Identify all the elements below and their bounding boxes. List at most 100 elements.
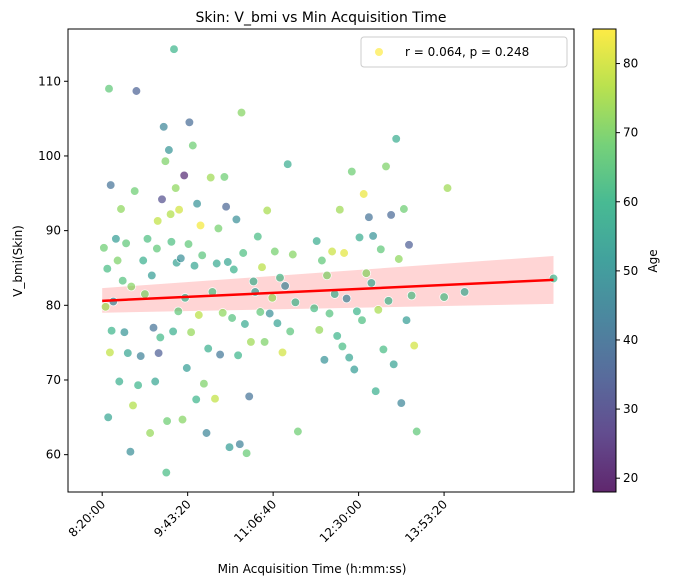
- data-point: [391, 134, 401, 144]
- data-point: [231, 214, 242, 225]
- data-point: [267, 293, 277, 303]
- data-point: [344, 352, 354, 363]
- data-point: [352, 306, 362, 316]
- data-point: [162, 416, 172, 426]
- data-point: [169, 44, 179, 54]
- data-point: [368, 231, 378, 241]
- data-point: [394, 254, 404, 264]
- data-point: [147, 270, 157, 281]
- data-point: [161, 467, 171, 478]
- data-point: [277, 347, 288, 358]
- data-point: [171, 183, 181, 193]
- data-point: [227, 313, 237, 323]
- data-point: [442, 183, 453, 193]
- data-point: [548, 273, 559, 284]
- data-point: [197, 250, 207, 260]
- colorbar-tick-label: 50: [623, 264, 638, 278]
- data-point: [112, 255, 123, 266]
- data-point: [312, 236, 322, 246]
- data-point: [159, 122, 169, 132]
- data-point: [404, 240, 414, 250]
- data-point: [218, 308, 228, 318]
- data-point: [371, 386, 381, 396]
- colorbar-tick-label: 80: [623, 57, 638, 71]
- data-point: [319, 355, 330, 365]
- regression-line: [102, 278, 554, 303]
- data-point: [288, 249, 298, 260]
- data-point: [118, 276, 128, 286]
- data-point: [138, 255, 148, 266]
- data-point: [174, 205, 184, 215]
- data-point: [215, 349, 225, 360]
- data-point: [114, 376, 124, 387]
- data-point: [354, 232, 365, 243]
- data-point: [347, 166, 357, 177]
- data-point: [125, 447, 136, 457]
- data-point: [103, 412, 113, 422]
- data-point: [106, 180, 116, 190]
- data-point: [106, 326, 117, 336]
- colorbar-ticks: 20 30 40 50 60 70 80: [616, 57, 638, 485]
- y-tick-label: 80: [46, 298, 61, 312]
- data-point: [257, 262, 267, 272]
- data-point: [219, 172, 230, 182]
- data-point: [136, 351, 146, 361]
- x-tick-label: 11:06:40: [231, 497, 279, 545]
- data-point: [361, 268, 371, 278]
- x-axis-label: Min Acquisition Time (h:mm:ss): [218, 562, 407, 576]
- data-point: [150, 376, 160, 387]
- data-point: [131, 86, 142, 96]
- data-point: [133, 380, 143, 390]
- data-point: [265, 308, 275, 319]
- colorbar: 20 30 40 50 60 70 80 Age: [592, 28, 660, 493]
- data-point: [238, 248, 248, 258]
- data-point: [244, 391, 254, 402]
- data-point: [280, 281, 290, 291]
- data-point: [459, 287, 470, 297]
- data-point: [270, 246, 280, 257]
- data-point: [262, 205, 272, 216]
- x-tick-label: 9:43:20: [151, 497, 194, 540]
- data-point: [104, 84, 114, 94]
- data-point: [283, 159, 293, 169]
- y-tick-label: 100: [38, 149, 61, 163]
- y-tick-label: 60: [46, 448, 61, 462]
- colorbar-frame: [592, 28, 617, 493]
- data-point: [255, 307, 265, 317]
- data-point: [383, 296, 394, 306]
- data-point: [246, 337, 256, 347]
- data-point: [324, 308, 335, 319]
- data-point: [213, 223, 224, 234]
- data-point: [349, 364, 359, 375]
- data-point: [186, 327, 196, 337]
- data-point: [165, 209, 176, 219]
- colorbar-tick-label: 20: [623, 471, 638, 485]
- colorbar-tick-label: 30: [623, 402, 638, 416]
- data-point: [285, 326, 295, 337]
- data-point: [179, 170, 189, 181]
- data-point: [229, 264, 239, 275]
- data-point: [322, 270, 332, 281]
- data-point: [236, 107, 247, 118]
- data-point: [389, 359, 399, 369]
- data-point: [121, 238, 131, 248]
- data-point: [199, 379, 209, 389]
- data-point: [401, 315, 412, 325]
- data-point: [176, 253, 186, 263]
- data-point: [357, 315, 367, 325]
- data-point: [224, 442, 235, 452]
- data-point: [166, 237, 177, 247]
- data-point: [145, 428, 155, 438]
- data-point: [195, 220, 206, 231]
- data-point: [184, 117, 195, 127]
- data-point: [152, 243, 162, 254]
- data-point: [221, 202, 231, 212]
- data-point: [235, 439, 245, 449]
- data-point: [99, 243, 109, 253]
- data-point: [177, 414, 188, 425]
- data-point: [100, 302, 111, 312]
- data-point: [409, 340, 419, 351]
- data-point: [194, 310, 204, 320]
- data-point: [155, 332, 165, 343]
- y-tick-label: 90: [46, 224, 61, 238]
